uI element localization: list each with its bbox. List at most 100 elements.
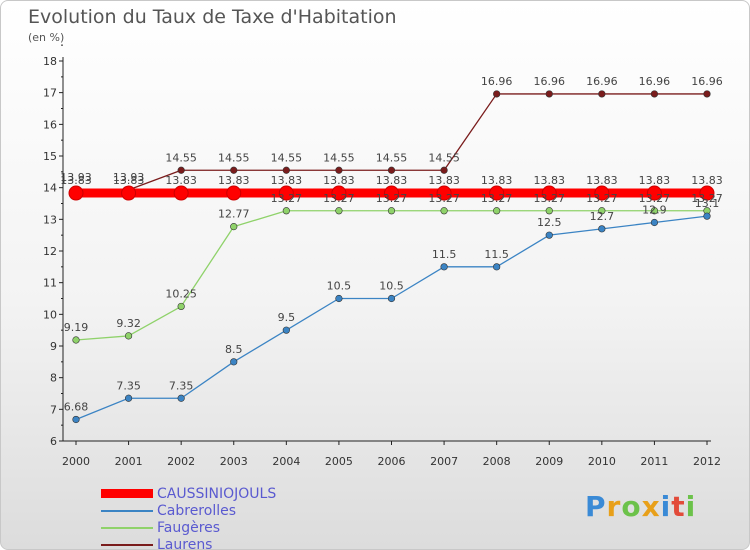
data-point (335, 294, 343, 303)
data-point (230, 358, 238, 366)
data-point (545, 231, 553, 239)
data-point (384, 185, 399, 201)
data-point (124, 332, 133, 340)
x-tick-label: 2007 (430, 455, 458, 468)
data-label: 14.55 (165, 151, 197, 164)
data-point (177, 302, 185, 311)
legend-entry: CAUSSINIOJOULS (101, 485, 276, 502)
data-point (124, 394, 133, 402)
data-label: 13.27 (639, 192, 671, 205)
y-tick-label: 12 (43, 245, 57, 258)
data-point (489, 185, 505, 201)
legend-swatch (101, 509, 153, 512)
data-point (387, 207, 396, 215)
data-label: 14.55 (271, 151, 303, 164)
x-tick-label: 2008 (483, 455, 511, 468)
data-label: 7.35 (116, 379, 141, 392)
x-tick-label: 2000 (62, 455, 90, 468)
data-label: 13.27 (323, 192, 355, 205)
data-point (331, 185, 347, 201)
y-tick-label: 7 (50, 403, 57, 416)
data-point (282, 166, 290, 174)
x-tick-label: 2009 (535, 455, 563, 468)
data-label: 9.19 (64, 321, 89, 334)
data-point (177, 166, 185, 174)
x-tick-label: 2005 (325, 455, 353, 468)
data-point (594, 185, 610, 201)
data-point (699, 185, 715, 201)
data-label: 13.83 (586, 174, 618, 187)
data-point (541, 185, 557, 201)
x-tick-label: 2012 (693, 455, 721, 468)
data-label: 16.96 (534, 75, 566, 88)
data-label: 14.55 (323, 151, 355, 164)
data-label: 13.27 (481, 192, 513, 205)
data-point (173, 185, 189, 201)
chart-title: Evolution du Taux de Taxe d'Habitation (28, 6, 397, 28)
data-label: 13.27 (428, 192, 460, 205)
legend-label: Laurens (157, 536, 213, 550)
x-tick-label: 2004 (272, 455, 300, 468)
data-point (650, 90, 659, 98)
data-point (72, 336, 80, 344)
data-label: 12.7 (590, 210, 615, 223)
proxiti-logo: Proxiti (585, 490, 697, 523)
y-tick-label: 17 (43, 87, 57, 100)
data-point (335, 207, 343, 215)
y-tick-label: 11 (43, 277, 57, 290)
x-tick-label: 2001 (115, 455, 143, 468)
data-point (545, 207, 553, 215)
data-label: 13.27 (586, 192, 618, 205)
y-tick-label: 8 (50, 372, 57, 385)
data-label: 13.83 (323, 174, 355, 187)
data-label: 13.93 (113, 171, 145, 184)
y-tick-label: 16 (43, 118, 57, 131)
data-point (493, 263, 501, 271)
data-point (703, 90, 711, 98)
data-label: 16.96 (691, 75, 723, 88)
data-point (436, 185, 452, 201)
data-point (440, 166, 448, 174)
data-label: 16.96 (481, 75, 513, 88)
data-label: 13.83 (60, 174, 92, 187)
data-label: 7.35 (169, 379, 194, 392)
data-point (440, 263, 448, 271)
data-label: 13.83 (534, 174, 566, 187)
data-label: 14.55 (428, 151, 460, 164)
data-point (72, 415, 80, 424)
y-tick-label: 10 (43, 308, 57, 321)
data-point (650, 207, 659, 215)
y-tick-label: 9 (50, 340, 57, 353)
data-point (278, 185, 294, 201)
data-point (282, 326, 290, 334)
data-label: 13.27 (691, 192, 723, 205)
data-label: 10.5 (327, 280, 352, 293)
data-point (177, 394, 185, 402)
y-tick-label: 14 (43, 182, 57, 195)
data-point (650, 218, 659, 227)
data-label: 6.68 (64, 400, 89, 413)
data-label: 13.83 (428, 174, 460, 187)
data-label: 10.25 (165, 287, 197, 300)
data-label: 9.5 (278, 311, 296, 324)
data-label: 11.5 (432, 248, 457, 261)
data-label: 13.83 (218, 174, 250, 187)
data-point (545, 90, 553, 98)
legend-swatch (101, 489, 153, 498)
data-label: 13.83 (376, 174, 408, 187)
data-point (68, 185, 84, 201)
legend-swatch (101, 543, 153, 546)
data-label: 14.55 (376, 151, 408, 164)
data-point (230, 223, 238, 231)
data-label: 13.1 (695, 197, 720, 210)
data-point (387, 166, 396, 174)
y-tick-label: 15 (43, 150, 57, 163)
data-label: 13.83 (691, 174, 723, 187)
data-point (646, 185, 662, 201)
data-point (493, 90, 501, 98)
data-point (598, 90, 606, 98)
data-label: 10.5 (379, 280, 404, 293)
data-label: 14.55 (218, 151, 250, 164)
data-point (230, 166, 238, 174)
data-label: 13.83 (113, 174, 145, 187)
